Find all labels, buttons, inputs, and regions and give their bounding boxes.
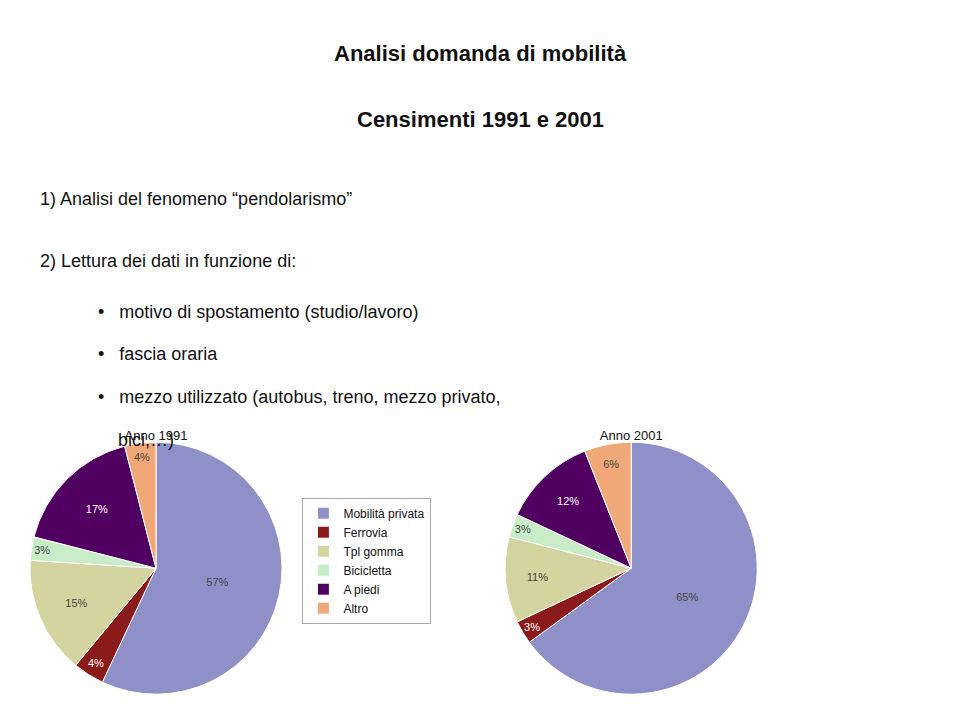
svg-text:1) Analisi del fenomeno “pendo: 1) Analisi del fenomeno “pendolarismo” <box>40 189 352 209</box>
svg-text:Mobilità privata: Mobilità privata <box>343 507 424 521</box>
svg-text:65%: 65% <box>676 591 698 603</box>
svg-text:15%: 15% <box>65 597 87 609</box>
svg-text:3%: 3% <box>515 523 531 535</box>
svg-text:57%: 57% <box>206 576 228 588</box>
svg-text:Ferrovia: Ferrovia <box>343 526 387 540</box>
svg-text:Altro: Altro <box>343 602 368 616</box>
svg-text:12%: 12% <box>557 495 579 507</box>
svg-text:A piedi: A piedi <box>343 583 379 597</box>
svg-text:• fascia oraria: • fascia oraria <box>98 344 218 364</box>
svg-text:4%: 4% <box>134 451 150 463</box>
svg-text:Anno 2001: Anno 2001 <box>600 428 663 443</box>
svg-text:2) Lettura dei dati in funzion: 2) Lettura dei dati in funzione di: <box>40 251 296 271</box>
svg-text:3%: 3% <box>524 621 540 633</box>
svg-text:Anno 1991: Anno 1991 <box>125 428 188 443</box>
svg-text:• mezzo utilizzato (autobus,: • mezzo utilizzato (autobus, treno, mezz… <box>98 387 500 407</box>
svg-text:3%: 3% <box>34 544 50 556</box>
svg-text:Bicicletta: Bicicletta <box>343 564 391 578</box>
svg-text:bici,…): bici,…) <box>98 430 174 450</box>
svg-text:4%: 4% <box>88 657 104 669</box>
svg-text:11%: 11% <box>527 571 548 583</box>
svg-text:Analisi domanda di mobilità: Analisi domanda di mobilità <box>334 41 627 66</box>
svg-text:17%: 17% <box>86 503 108 515</box>
svg-text:Censimenti 1991 e 2001: Censimenti 1991 e 2001 <box>357 107 604 132</box>
svg-text:6%: 6% <box>603 458 619 470</box>
svg-text:• motivo di spostamento (stu: • motivo di spostamento (studio/lavoro) <box>98 302 418 322</box>
svg-text:Tpl gomma: Tpl gomma <box>343 545 403 559</box>
